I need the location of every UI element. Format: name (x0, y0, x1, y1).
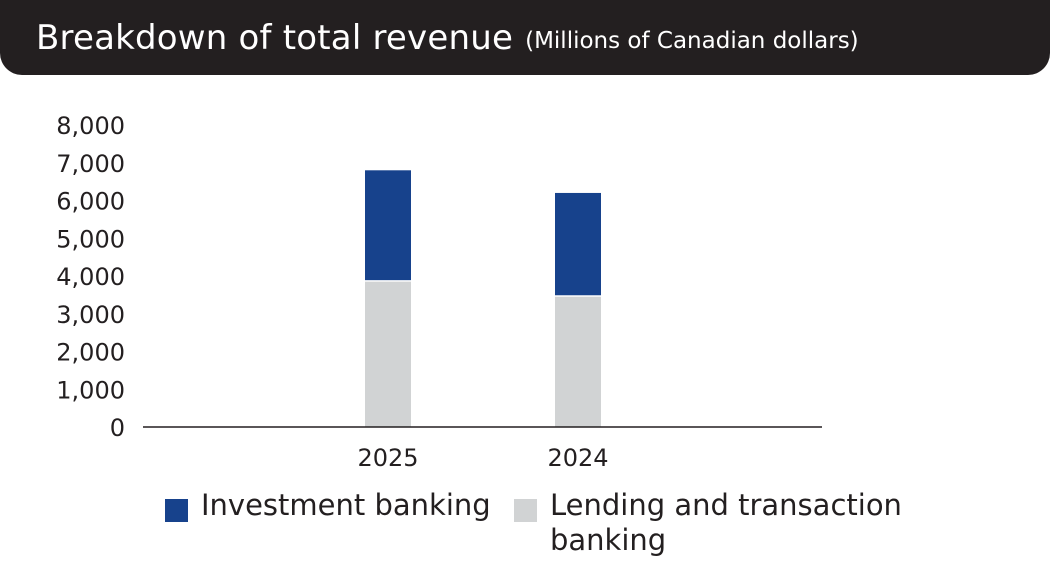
chart-legend: Investment banking Lending and transacti… (165, 488, 925, 558)
legend-label-investment-banking: Investment banking (201, 488, 491, 522)
legend-swatch-lending (514, 499, 537, 522)
bar-segment-investment-banking-2024 (555, 192, 601, 296)
legend-item-investment-banking: Investment banking (165, 488, 491, 523)
legend-swatch-investment-banking (165, 499, 188, 522)
chart-title-bar: Breakdown of total revenue (Millions of … (0, 0, 1050, 75)
x-tick-label: 2024 (547, 444, 608, 472)
legend-item-lending: Lending and transaction banking (514, 488, 902, 558)
y-tick-label: 8,000 (56, 112, 125, 140)
bar-segment-lending-2025 (365, 281, 411, 427)
bar-segment-lending-2024 (555, 296, 601, 427)
y-tick-label: 4,000 (56, 263, 125, 291)
legend-label-lending-line1: Lending and transaction (550, 488, 902, 522)
y-tick-label: 0 (110, 414, 125, 442)
y-tick-label: 1,000 (56, 376, 125, 404)
y-tick-label: 6,000 (56, 188, 125, 216)
chart-title: Breakdown of total revenue (36, 17, 514, 58)
y-tick-label: 2,000 (56, 339, 125, 367)
chart-subtitle: (Millions of Canadian dollars) (525, 27, 859, 54)
x-tick-label: 2025 (357, 444, 418, 472)
y-tick-label: 5,000 (56, 225, 125, 253)
bar-segment-investment-banking-2025 (365, 170, 411, 281)
legend-label-lending-line2: banking (550, 523, 667, 557)
legend-label-lending: Lending and transaction banking (550, 488, 902, 558)
stacked-bar-chart: 0 1,000 2,000 3,000 4,000 5,000 6,000 7,000 8,00… (56, 112, 822, 472)
y-tick-label: 7,000 (56, 150, 125, 178)
y-tick-label: 3,000 (56, 301, 125, 329)
